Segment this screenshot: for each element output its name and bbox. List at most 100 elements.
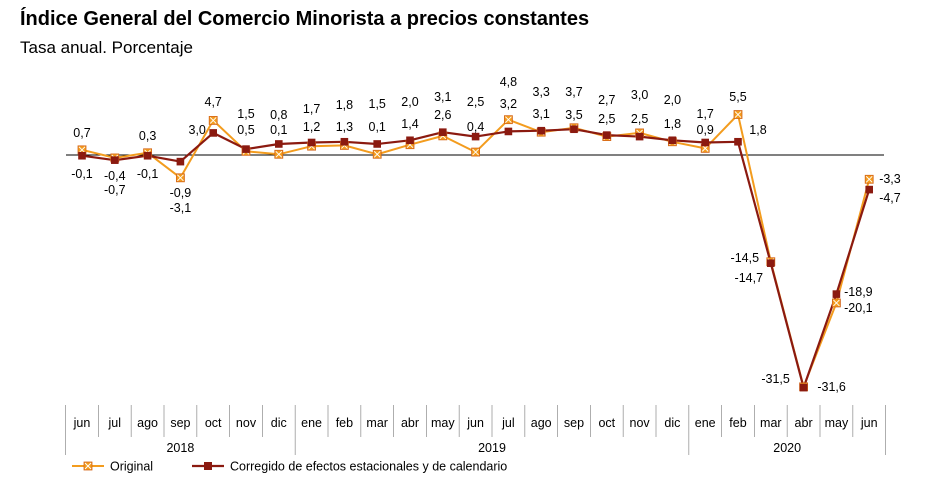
chart-subtitle: Tasa anual. Porcentaje (20, 38, 193, 57)
data-label-corregido: -4,7 (879, 191, 901, 205)
data-label-corregido: 1,5 (237, 107, 254, 121)
x-tick-label: jun (73, 416, 91, 430)
point-corregido (504, 127, 513, 136)
data-label-original: -0,4 (104, 169, 126, 183)
data-label-original: 3,0 (631, 88, 648, 102)
point-corregido (406, 136, 414, 145)
data-label-original: 0,7 (73, 126, 90, 140)
point-original (471, 147, 481, 157)
point-corregido (307, 138, 316, 147)
x-tick-label: abr (401, 416, 419, 430)
data-label-original: 0,1 (270, 123, 287, 137)
data-label-original: 4,8 (500, 75, 517, 89)
point-corregido (537, 126, 545, 135)
x-tick-label: dic (664, 416, 680, 430)
series-lines (77, 110, 874, 392)
x-tick-label: nov (630, 416, 651, 430)
x-tick-label: ago (137, 416, 158, 430)
point-corregido (340, 137, 349, 146)
point-original (864, 174, 874, 184)
x-tick-label: feb (336, 416, 353, 430)
data-label-original: 4,7 (205, 95, 222, 109)
data-label-original: 0,5 (237, 123, 254, 137)
point-corregido (373, 140, 381, 148)
point-original (832, 298, 841, 308)
data-label-corregido: 1,8 (749, 123, 766, 137)
year-label: 2020 (773, 441, 801, 455)
data-label-original: -20,1 (844, 301, 873, 315)
point-corregido (176, 157, 185, 166)
point-corregido (832, 290, 841, 298)
point-corregido (471, 132, 480, 141)
x-tick-label: sep (564, 416, 584, 430)
x-tick-label: oct (205, 416, 222, 430)
x-tick-label: jun (860, 416, 878, 430)
x-tick-label: may (431, 416, 455, 430)
point-original (274, 149, 284, 159)
data-label-original: -3,3 (879, 172, 901, 186)
data-labels: 0,7 -0,4 0,3 -3,1 4,7 0,5 0,1 1,2 1,3 0,1 1,4 2,6 0,… (71, 75, 901, 394)
data-label-corregido: 1,5 (369, 97, 386, 111)
x-tick-label: jun (466, 416, 484, 430)
point-corregido (603, 131, 611, 139)
data-label-corregido: -0,1 (71, 167, 93, 181)
x-tick-label: mar (366, 416, 388, 430)
point-corregido (78, 151, 86, 160)
data-label-original: 0,9 (697, 123, 714, 137)
data-label-original: -14,5 (731, 251, 760, 265)
x-tick-label: nov (236, 416, 257, 430)
x-tick-label: dic (271, 416, 287, 430)
data-label-corregido: 2,7 (598, 93, 615, 107)
year-label: 2019 (478, 441, 506, 455)
point-original (175, 173, 185, 183)
year-label: 2018 (166, 441, 194, 455)
x-axis: jun jul ago sep oct nov dic ene feb mar abr may jun j… (65, 405, 886, 455)
x-tick-label: sep (170, 416, 190, 430)
x-tick-label: jul (501, 416, 515, 430)
x-tick-label: may (825, 416, 849, 430)
legend-label-original: Original (110, 460, 153, 474)
data-label-original: 2,6 (434, 108, 451, 122)
data-label-corregido: -18,9 (844, 285, 873, 299)
legend-marker-original (83, 461, 93, 471)
legend: Original Corregido de efectos estacionale… (72, 460, 507, 474)
data-label-original: 0,1 (369, 120, 386, 134)
point-corregido (668, 136, 677, 145)
data-label-original: -3,1 (170, 201, 192, 215)
data-label-corregido: 3,0 (189, 123, 206, 137)
legend-marker-corregido (204, 462, 212, 470)
point-corregido (439, 128, 447, 136)
data-label-original: 1,2 (303, 120, 320, 134)
point-original (372, 149, 382, 159)
data-label-corregido: 0,8 (270, 108, 287, 122)
data-label-corregido: 3,5 (565, 108, 582, 122)
data-label-original: -31,5 (761, 372, 790, 386)
point-original (503, 115, 513, 125)
data-label-corregido: 2,5 (467, 95, 484, 109)
point-corregido (143, 151, 152, 160)
data-label-corregido: 2,0 (401, 95, 418, 109)
point-corregido (570, 125, 578, 134)
chart-title: Índice General del Comercio Minorista a … (20, 8, 590, 30)
point-original (208, 116, 218, 125)
data-label-original: 5,5 (729, 90, 746, 104)
data-label-corregido: 1,7 (697, 107, 714, 121)
x-tick-label: ene (695, 416, 716, 430)
x-tick-label: jul (108, 416, 122, 430)
point-corregido (701, 138, 709, 147)
point-corregido (865, 185, 873, 194)
point-original (733, 110, 743, 119)
data-label-corregido: 1,8 (336, 98, 353, 112)
legend-label-corregido: Corregido de efectos estacionales y de c… (230, 460, 507, 474)
data-label-corregido: 2,0 (664, 93, 681, 107)
point-corregido (635, 132, 644, 141)
x-tick-label: oct (598, 416, 615, 430)
data-label-original: 1,4 (401, 117, 418, 131)
data-label-corregido: -0,1 (137, 167, 159, 181)
data-label-corregido: -31,6 (817, 380, 846, 394)
data-label-original: 3,7 (565, 85, 582, 99)
data-label-corregido: -0,9 (170, 186, 192, 200)
data-label-corregido: -14,7 (735, 271, 764, 285)
x-tick-label: feb (729, 416, 746, 430)
